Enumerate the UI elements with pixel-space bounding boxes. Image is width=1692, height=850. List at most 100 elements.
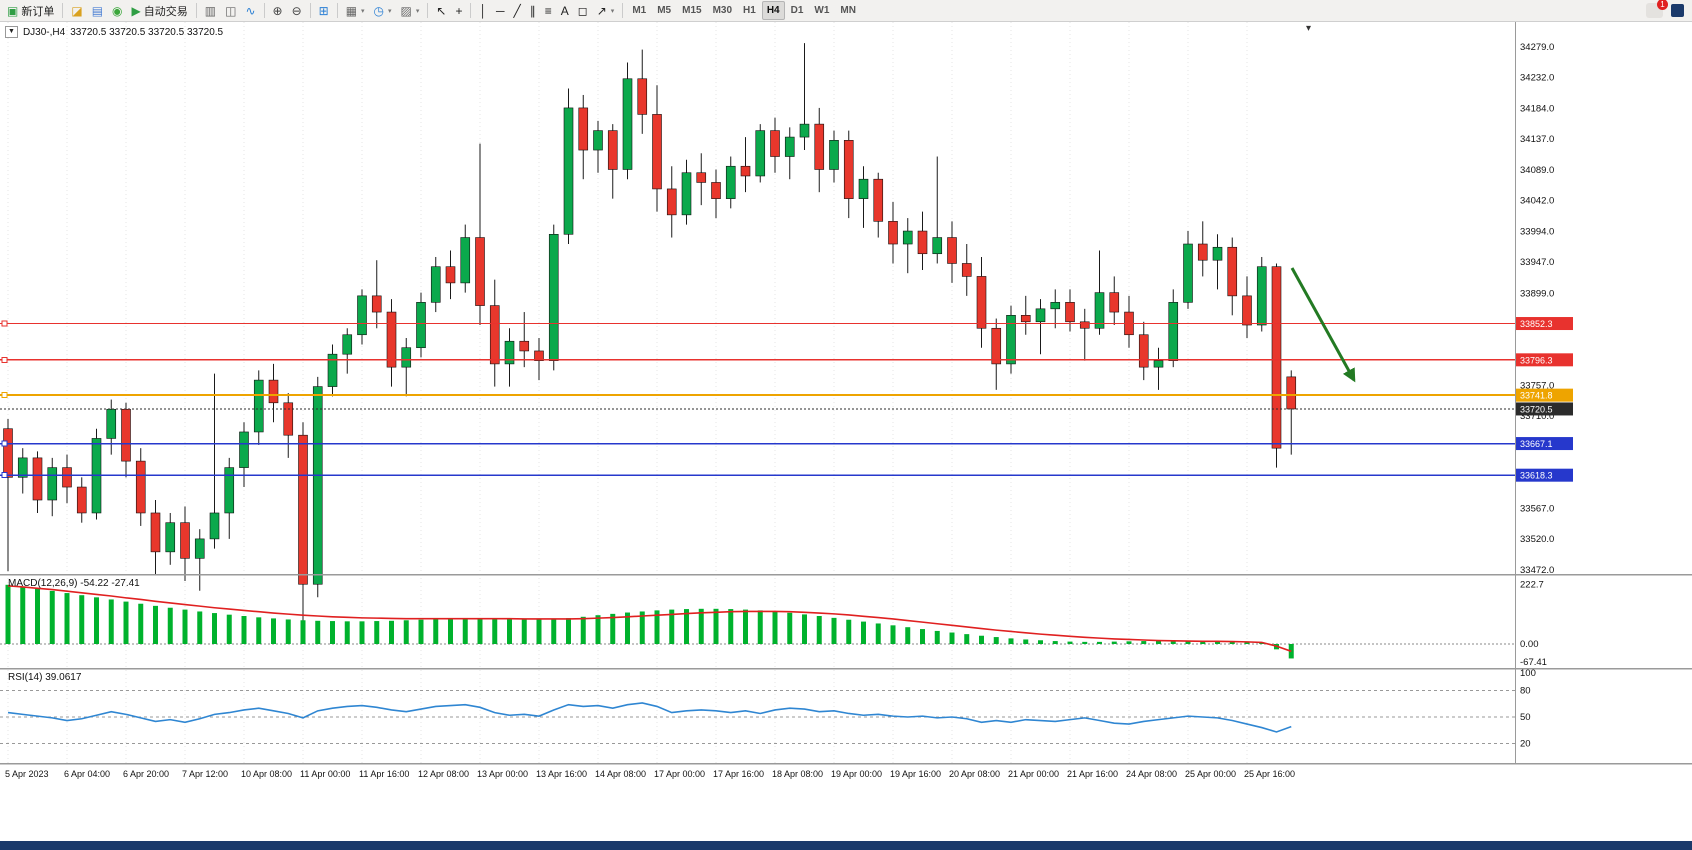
one-click-trading-toggle-icon[interactable]: ▼ [5, 26, 18, 38]
time-axis-label: 19 Apr 00:00 [831, 769, 882, 779]
macd-histogram-bar [374, 621, 380, 644]
tile-windows-button[interactable]: ⊞ [315, 2, 333, 20]
price-badge-text: 33852.3 [1520, 319, 1553, 329]
auto-trading-button[interactable]: ▶ 自动交易 [128, 2, 192, 20]
time-axis-label: 5 Apr 2023 [5, 769, 49, 779]
candle-body [1094, 292, 1105, 329]
macd-histogram-bar [433, 619, 439, 644]
navigator-button[interactable]: ▤ [88, 2, 107, 20]
vertical-line-button[interactable]: │ [475, 2, 491, 20]
arrows-button[interactable]: ↗ ▾ [593, 2, 619, 20]
line-handle[interactable] [1, 440, 8, 447]
timeframe-m5-button[interactable]: M5 [657, 5, 672, 16]
fibonacci-button[interactable]: ≡ [541, 2, 556, 20]
candle-body [1020, 315, 1031, 323]
trendline-button[interactable]: ╱ [510, 2, 525, 20]
timeframe-mn-button[interactable]: MN [840, 5, 856, 16]
macd-histogram-bar [846, 619, 852, 644]
chart-top-triangle-icon[interactable]: ▾ [1306, 23, 1312, 34]
line-handle[interactable] [1, 392, 8, 399]
timeframe-m1-button[interactable]: M1 [632, 5, 647, 16]
candle-body [784, 136, 795, 157]
line-handle[interactable] [1, 320, 8, 327]
zoom-in-button[interactable]: ⊕ [269, 2, 287, 20]
bar-chart-button[interactable]: ▥ [201, 2, 220, 20]
time-axis-label: 19 Apr 16:00 [890, 769, 941, 779]
macd-scale-label: 0.00 [1520, 639, 1539, 650]
notifications-icon[interactable]: 1 [1646, 0, 1668, 18]
trend-arrow-annotation[interactable] [1290, 267, 1356, 383]
new-order-button[interactable]: ▣ 新订单 [3, 2, 58, 20]
candle-body [888, 221, 898, 245]
macd-histogram-bar [949, 632, 955, 644]
price-axis[interactable]: 34279.0 34232.0 34184.0 34137.0 34089.0 34042… [1516, 42, 1573, 576]
text-button[interactable]: A [557, 2, 573, 20]
candle-body [1183, 243, 1193, 303]
rsi-scale-label: 80 [1520, 686, 1531, 697]
timeframe-m30-button[interactable]: M30 [712, 5, 733, 16]
new-chart-button[interactable]: ▦ ▾ [342, 2, 369, 20]
price-badge-33796.3 [1516, 353, 1573, 367]
time-axis-label: 6 Apr 04:00 [64, 769, 110, 779]
equidistant-channel-button[interactable]: ∥ [526, 2, 540, 20]
price-axis-label: 34042.0 [1520, 196, 1554, 207]
macd-histogram-bar [418, 619, 424, 644]
market-watch-button[interactable]: ◪ [67, 2, 86, 20]
timeframe-h4-button[interactable]: H4 [761, 1, 785, 20]
macd-histogram-bar [1244, 642, 1250, 644]
cursor-icon: ↖ [436, 3, 447, 18]
candle-body [1153, 360, 1164, 368]
line-handle[interactable] [1, 472, 8, 479]
terminal-button[interactable]: ◉ [108, 2, 126, 20]
time-axis-label: 13 Apr 00:00 [477, 769, 528, 779]
time-axis-label: 12 Apr 08:00 [418, 769, 469, 779]
candlestick-chart-button[interactable]: ◫ [221, 2, 240, 20]
candle-body [165, 522, 176, 553]
candle-body [253, 379, 264, 433]
community-icon[interactable] [1671, 4, 1684, 17]
candle-body [666, 188, 677, 216]
text-label-button[interactable]: ◻ [574, 2, 592, 20]
horizontal-line-icon: ─ [495, 3, 505, 18]
macd-histogram-bar [330, 621, 335, 644]
macd-histogram-bar [905, 627, 911, 644]
timeframe-d1-button[interactable]: D1 [790, 5, 804, 16]
candle-body [548, 233, 559, 361]
candle-body [991, 327, 1002, 365]
candle-body [873, 178, 884, 222]
macd-histogram-bar [271, 618, 276, 644]
candle-body [106, 408, 117, 439]
candle-body [489, 305, 500, 365]
time-axis[interactable]: 5 Apr 2023 6 Apr 04:00 6 Apr 20:00 7 Apr 12… [5, 769, 1295, 779]
line-chart-button[interactable]: ∿ [241, 2, 259, 20]
candle-body [357, 295, 367, 336]
crosshair-button[interactable]: + [451, 2, 466, 20]
terminal-icon: ◉ [112, 3, 123, 18]
cursor-button[interactable]: ↖ [432, 2, 450, 20]
toolbar-separator [622, 3, 624, 18]
price-axis-label: 33947.0 [1520, 257, 1554, 268]
macd-histogram-bar [979, 635, 984, 644]
horizontal-line-button[interactable]: ─ [492, 2, 509, 20]
line-handle[interactable] [1, 356, 8, 363]
templates-button[interactable]: ▨ ▾ [397, 2, 424, 20]
zoom-in-icon: ⊕ [272, 3, 283, 18]
macd-histogram-bar [890, 625, 896, 644]
macd-histogram-bar [285, 619, 291, 644]
timeframe-h1-button[interactable]: H1 [743, 5, 756, 16]
candle-body [932, 237, 943, 255]
candle-body [1109, 292, 1120, 313]
timeframe-w1-button[interactable]: W1 [814, 5, 830, 16]
timeframe-m15-button[interactable]: M15 [682, 5, 702, 16]
macd-histogram-bar [492, 618, 498, 644]
panel-dividers[interactable] [0, 22, 1692, 765]
macd-histogram-bar [359, 621, 365, 644]
dropdown-icon: ▾ [361, 7, 365, 15]
time-axis-label: 7 Apr 12:00 [182, 769, 228, 779]
price-axis-label: 33757.0 [1520, 380, 1554, 391]
profiles-button[interactable]: ◷ ▾ [370, 2, 396, 20]
time-axis-label: 11 Apr 00:00 [300, 769, 350, 779]
candle-body [740, 165, 751, 177]
zoom-out-button[interactable]: ⊖ [288, 2, 306, 20]
